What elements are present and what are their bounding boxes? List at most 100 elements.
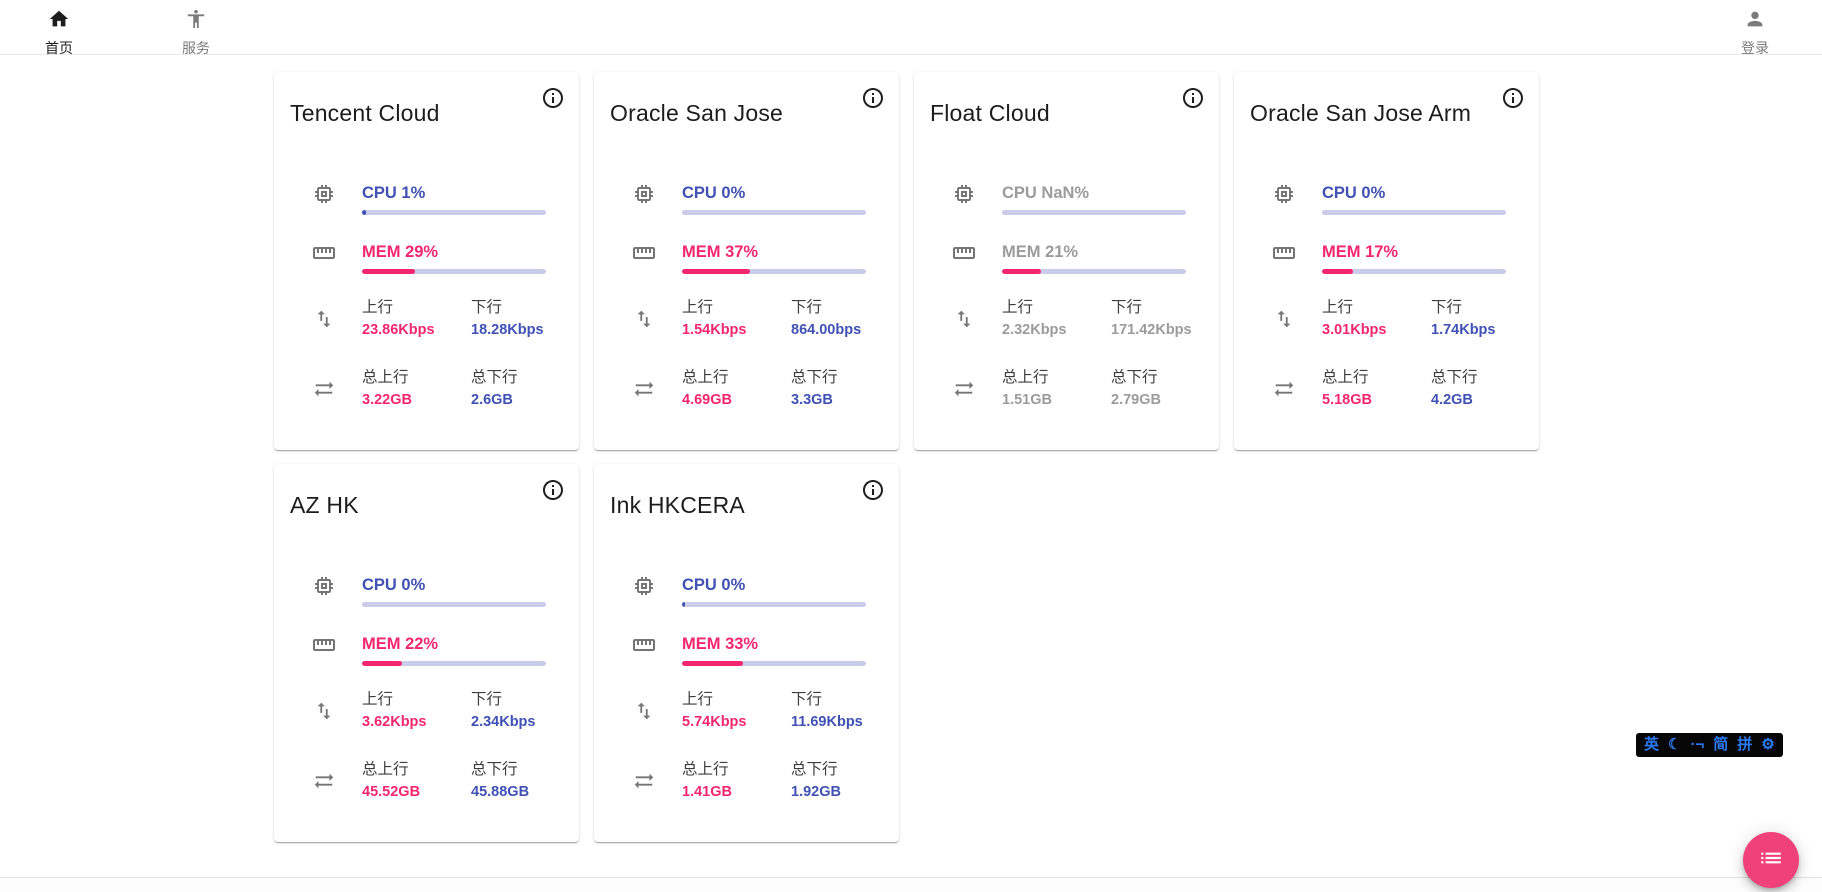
server-card: AZ HK CPU 0% [274, 464, 579, 842]
ime-toolbar: 英 ☾ ·¬ 简 拼 ⚙ [1636, 733, 1783, 757]
cpu-chip-icon [1272, 182, 1296, 206]
total-traffic-row: 总上行 1.51GB 总下行 2.79GB [952, 368, 1186, 409]
download-speed-label: 下行 [1111, 299, 1143, 316]
mem-usage-text: MEM 37% [682, 243, 759, 261]
total-download-label: 总下行 [791, 761, 838, 778]
server-stats: CPU 1% MEM 29% [312, 184, 546, 438]
speed-row: 上行 3.01Kbps 下行 1.74Kbps [1272, 298, 1506, 339]
upload-speed-value: 3.62Kbps [362, 714, 427, 730]
speed-columns: 上行 3.01Kbps 下行 1.74Kbps [1322, 298, 1506, 339]
total-upload: 总上行 5.18GB [1322, 368, 1431, 409]
ime-settings-gear-icon[interactable]: ⚙ [1761, 736, 1775, 753]
cpu-progress-track [682, 602, 866, 607]
total-traffic-row: 总上行 45.52GB 总下行 45.88GB [312, 760, 546, 801]
cpu-gauge: CPU 0% [362, 576, 546, 607]
ime-pinyin-icon[interactable]: 拼 [1737, 736, 1753, 753]
download-speed-value: 171.42Kbps [1111, 322, 1192, 338]
swap-horizontal-icon [632, 378, 656, 400]
nav-item-login[interactable]: 登录 [1730, 0, 1780, 56]
upload-speed: 上行 3.62Kbps [362, 690, 471, 731]
ime-simplified-chinese-icon[interactable]: 简 [1713, 736, 1729, 753]
swap-vertical-icon [1272, 308, 1296, 330]
download-speed-label: 下行 [791, 299, 823, 316]
cpu-progress-fill [682, 602, 685, 607]
server-name: Oracle San Jose [610, 100, 784, 126]
accessibility-person-icon [185, 8, 207, 35]
cpu-chip-icon [312, 182, 336, 206]
upload-speed-label: 上行 [682, 691, 714, 708]
download-speed: 下行 18.28Kbps [471, 298, 544, 339]
speed-columns: 上行 1.54Kbps 下行 864.00bps [682, 298, 866, 339]
upload-speed-value: 3.01Kbps [1322, 322, 1387, 338]
cpu-gauge: CPU NaN% [1002, 184, 1186, 215]
upload-speed-value: 5.74Kbps [682, 714, 747, 730]
upload-speed: 上行 3.01Kbps [1322, 298, 1431, 339]
cpu-progress-track [1322, 210, 1506, 215]
cpu-row: CPU 0% [632, 576, 866, 607]
upload-speed-label: 上行 [1322, 299, 1354, 316]
total-download-value: 45.88GB [471, 784, 530, 800]
mem-row: MEM 21% [952, 243, 1186, 274]
mem-progress-fill [1322, 269, 1354, 274]
total-columns: 总上行 45.52GB 总下行 45.88GB [362, 760, 546, 801]
cpu-gauge: CPU 1% [362, 184, 546, 215]
total-download: 总下行 45.88GB [471, 760, 529, 801]
memory-ruler-icon [952, 241, 976, 265]
server-list-fab-button[interactable] [1743, 832, 1799, 888]
nav-item-services[interactable]: 服务 [171, 0, 221, 56]
server-stats: CPU NaN% MEM 21% [952, 182, 1192, 438]
total-download-label: 总下行 [1431, 369, 1478, 386]
memory-ruler-icon [632, 633, 656, 657]
info-button[interactable] [861, 86, 885, 110]
cpu-progress-track [682, 210, 866, 215]
total-traffic-row: 总上行 3.22GB 总下行 2.6GB [312, 368, 546, 409]
mem-progress-fill [682, 269, 751, 274]
download-speed-label: 下行 [1431, 299, 1463, 316]
swap-horizontal-icon [952, 378, 976, 400]
info-button[interactable] [1501, 86, 1525, 110]
total-upload: 总上行 3.22GB [362, 368, 471, 409]
ime-english-mode-icon[interactable]: 英 [1644, 736, 1660, 753]
download-speed-label: 下行 [471, 299, 503, 316]
swap-vertical-icon [312, 700, 336, 722]
list-icon [1758, 845, 1784, 876]
info-icon [1501, 88, 1525, 114]
cpu-chip-icon [952, 182, 976, 206]
total-upload-value: 1.41GB [682, 784, 732, 800]
info-button[interactable] [861, 478, 885, 502]
mem-gauge: MEM 21% [1002, 243, 1186, 274]
swap-vertical-icon [952, 308, 976, 330]
info-button[interactable] [1181, 86, 1205, 110]
cpu-usage-text: CPU 0% [362, 576, 426, 594]
total-upload-value: 4.69GB [682, 392, 732, 408]
swap-horizontal-icon [312, 770, 336, 792]
mem-row: MEM 29% [312, 243, 546, 274]
total-traffic-row: 总上行 5.18GB 总下行 4.2GB [1272, 368, 1506, 409]
nav-item-services-label: 服务 [182, 40, 210, 56]
mem-progress-track [682, 269, 866, 274]
mem-progress-track [362, 661, 546, 666]
total-download-value: 2.79GB [1111, 392, 1161, 408]
mem-usage-text: MEM 33% [682, 635, 759, 653]
speed-columns: 上行 3.62Kbps 下行 2.34Kbps [362, 690, 546, 731]
server-name: AZ HK [290, 492, 359, 518]
info-icon [541, 88, 565, 114]
ime-punctuation-icon[interactable]: ·¬ [1690, 736, 1705, 753]
server-name: Oracle San Jose Arm [1250, 100, 1472, 126]
cpu-progress-track [362, 210, 546, 215]
cpu-usage-text: CPU 0% [1322, 184, 1386, 202]
upload-speed: 上行 1.54Kbps [682, 298, 791, 339]
speed-columns: 上行 2.32Kbps 下行 171.42Kbps [1002, 298, 1192, 339]
total-upload-value: 3.22GB [362, 392, 412, 408]
info-button[interactable] [541, 478, 565, 502]
ime-halfwidth-moon-icon[interactable]: ☾ [1668, 736, 1682, 753]
total-download: 总下行 2.79GB [1111, 368, 1161, 409]
nav-item-home[interactable]: 首页 [34, 0, 84, 56]
total-upload-label: 总上行 [362, 761, 409, 778]
server-card: Float Cloud CPU NaN% [914, 72, 1219, 450]
swap-horizontal-icon [1272, 378, 1296, 400]
nav-item-login-label: 登录 [1741, 40, 1769, 56]
footer-divider [0, 877, 1822, 892]
info-button[interactable] [541, 86, 565, 110]
download-speed-label: 下行 [471, 691, 503, 708]
